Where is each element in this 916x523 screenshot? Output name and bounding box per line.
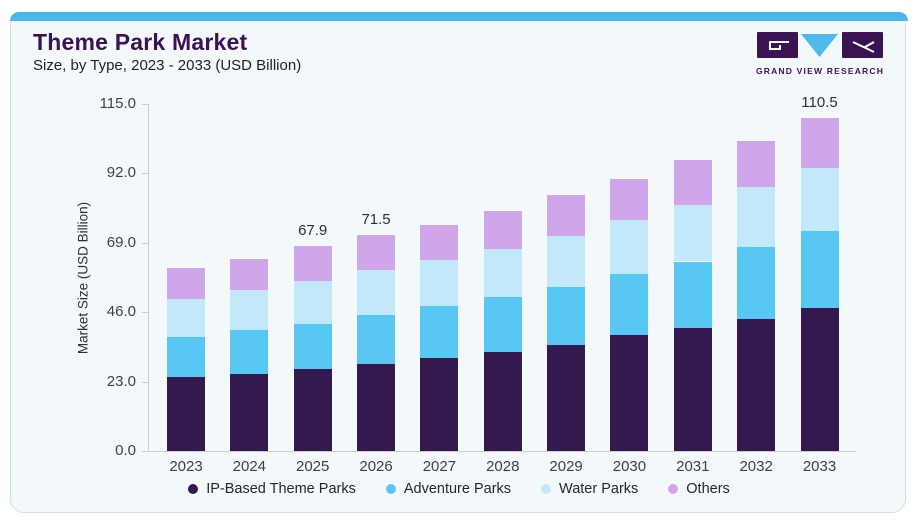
chart-legend: IP-Based Theme Parks Adventure Parks Water… — [11, 477, 907, 501]
chart-title: Theme Park Market — [33, 29, 248, 55]
logo-v-triangle — [801, 34, 838, 57]
bar-segment-adventure-parks — [547, 286, 586, 345]
legend-label: IP-Based Theme Parks — [206, 481, 356, 497]
bar-segment-adventure-parks — [737, 247, 776, 319]
bar-segment-water-parks — [547, 236, 586, 287]
bar-segment-others — [293, 246, 332, 281]
bar-segment-others — [737, 141, 776, 188]
bar-total-label-2026: 71.5 — [361, 211, 391, 229]
bar-segment-adventure-parks — [673, 261, 712, 329]
legend-item-adventure-parks: Adventure Parks — [385, 481, 512, 497]
bar-segment-others — [230, 258, 269, 290]
bar-segment-water-parks — [420, 259, 459, 306]
bar-total-label-2033: 110.5 — [801, 93, 838, 111]
bar-segment-adventure-parks — [167, 336, 205, 377]
bar-segment-ip-based-theme-parks — [420, 358, 459, 451]
bar-segment-adventure-parks — [800, 231, 839, 308]
legend-dot-icon — [188, 484, 199, 494]
bar-segment-ip-based-theme-parks — [737, 318, 776, 451]
y-tick-label: 23.0 — [106, 372, 136, 390]
bar-segment-ip-based-theme-parks — [673, 328, 712, 451]
legend-dot-icon — [668, 484, 679, 494]
bar-segment-ip-based-theme-parks — [230, 374, 269, 451]
bar-segment-others — [483, 211, 522, 249]
bar-segment-ip-based-theme-parks — [610, 335, 649, 451]
y-tick-label: 92.0 — [106, 164, 136, 182]
legend-dot-icon — [385, 484, 396, 494]
bar-segment-others — [800, 117, 839, 168]
y-tick-label: 69.0 — [106, 233, 136, 251]
y-tick-mark — [142, 381, 148, 383]
bar-total-label-2025: 67.9 — [298, 222, 328, 240]
x-axis-label-2028: 2028 — [486, 458, 520, 475]
logo-left-block — [757, 32, 798, 58]
x-axis-label-2025: 2025 — [296, 458, 330, 475]
bar-segment-adventure-parks — [293, 323, 332, 369]
y-axis-line — [148, 104, 149, 452]
legend-item-others: Others — [668, 481, 730, 497]
y-tick-mark — [142, 104, 148, 105]
bar-segment-others — [610, 179, 649, 221]
bar-segment-water-parks — [737, 187, 776, 248]
gvr-logo-icon — [757, 32, 883, 58]
logo-g-glyph — [769, 41, 789, 50]
bar-segment-others — [547, 194, 586, 237]
bar-segment-others — [167, 268, 205, 299]
bar-segment-ip-based-theme-parks — [800, 307, 839, 451]
x-axis-label-2023: 2023 — [169, 458, 203, 475]
bar-segment-adventure-parks — [230, 330, 269, 375]
bar-segment-ip-based-theme-parks — [167, 376, 205, 451]
x-axis-label-2029: 2029 — [549, 458, 583, 475]
accent-strip — [10, 12, 908, 21]
legend-item-ip-based-theme-parks: IP-Based Theme Parks — [188, 481, 356, 497]
x-axis-label-2026: 2026 — [359, 458, 393, 475]
bar-segment-water-parks — [483, 248, 522, 297]
bar-segment-adventure-parks — [483, 296, 522, 352]
y-axis-title: Market Size (USD Billion) — [75, 201, 91, 355]
x-axis-line — [149, 451, 856, 452]
legend-label: Adventure Parks — [403, 481, 512, 497]
bar-segment-ip-based-theme-parks — [547, 344, 586, 451]
x-axis-label-2030: 2030 — [612, 458, 647, 475]
bar-segment-water-parks — [610, 220, 649, 275]
bar-segment-ip-based-theme-parks — [483, 351, 522, 451]
y-tick-mark — [142, 312, 148, 314]
bar-segment-others — [357, 235, 396, 270]
legend-dot-icon — [541, 484, 552, 494]
y-tick-mark — [142, 451, 148, 452]
x-axis-label-2024: 2024 — [232, 458, 267, 475]
y-tick-label: 0.0 — [115, 442, 136, 459]
legend-label: Water Parks — [559, 481, 639, 497]
legend-item-water-parks: Water Parks — [541, 481, 638, 497]
bar-segment-water-parks — [673, 205, 712, 262]
y-tick-label: 115.0 — [99, 95, 136, 112]
bar-segment-adventure-parks — [357, 314, 396, 365]
legend-label: Others — [686, 481, 730, 497]
y-tick-label: 46.0 — [106, 303, 136, 321]
chart-subtitle: Size, by Type, 2023 - 2033 (USD Billion) — [33, 57, 302, 74]
bar-segment-ip-based-theme-parks — [357, 364, 396, 451]
x-axis-label-2031: 2031 — [676, 458, 710, 475]
gvr-logo-text: GRAND VIEW RESEARCH — [755, 66, 885, 76]
bar-segment-water-parks — [167, 298, 205, 337]
bar-segment-water-parks — [293, 280, 332, 324]
x-axis-label-2033: 2033 — [802, 458, 837, 475]
bar-segment-others — [420, 225, 459, 260]
bar-segment-water-parks — [230, 289, 269, 330]
x-axis-label-2027: 2027 — [422, 458, 457, 475]
stacked-bar-chart: 0.0 23.0 46.0 69.0 92.0 115.0 Market Size (USD… — [11, 13, 907, 514]
bar-segment-others — [673, 160, 712, 206]
bar-segment-water-parks — [800, 167, 839, 232]
bar-segment-water-parks — [357, 269, 396, 315]
grand-view-research-logo: GRAND VIEW RESEARCH — [749, 31, 891, 76]
logo-r-glyph — [852, 41, 875, 53]
x-axis-label-2032: 2032 — [739, 458, 773, 475]
y-tick-mark — [142, 173, 148, 175]
chart-card: Theme Park Market Size, by Type, 2023 - … — [10, 12, 908, 514]
y-tick-mark — [142, 242, 148, 244]
bar-segment-adventure-parks — [610, 274, 649, 336]
bar-segment-adventure-parks — [420, 305, 459, 359]
bar-segment-ip-based-theme-parks — [293, 368, 332, 451]
